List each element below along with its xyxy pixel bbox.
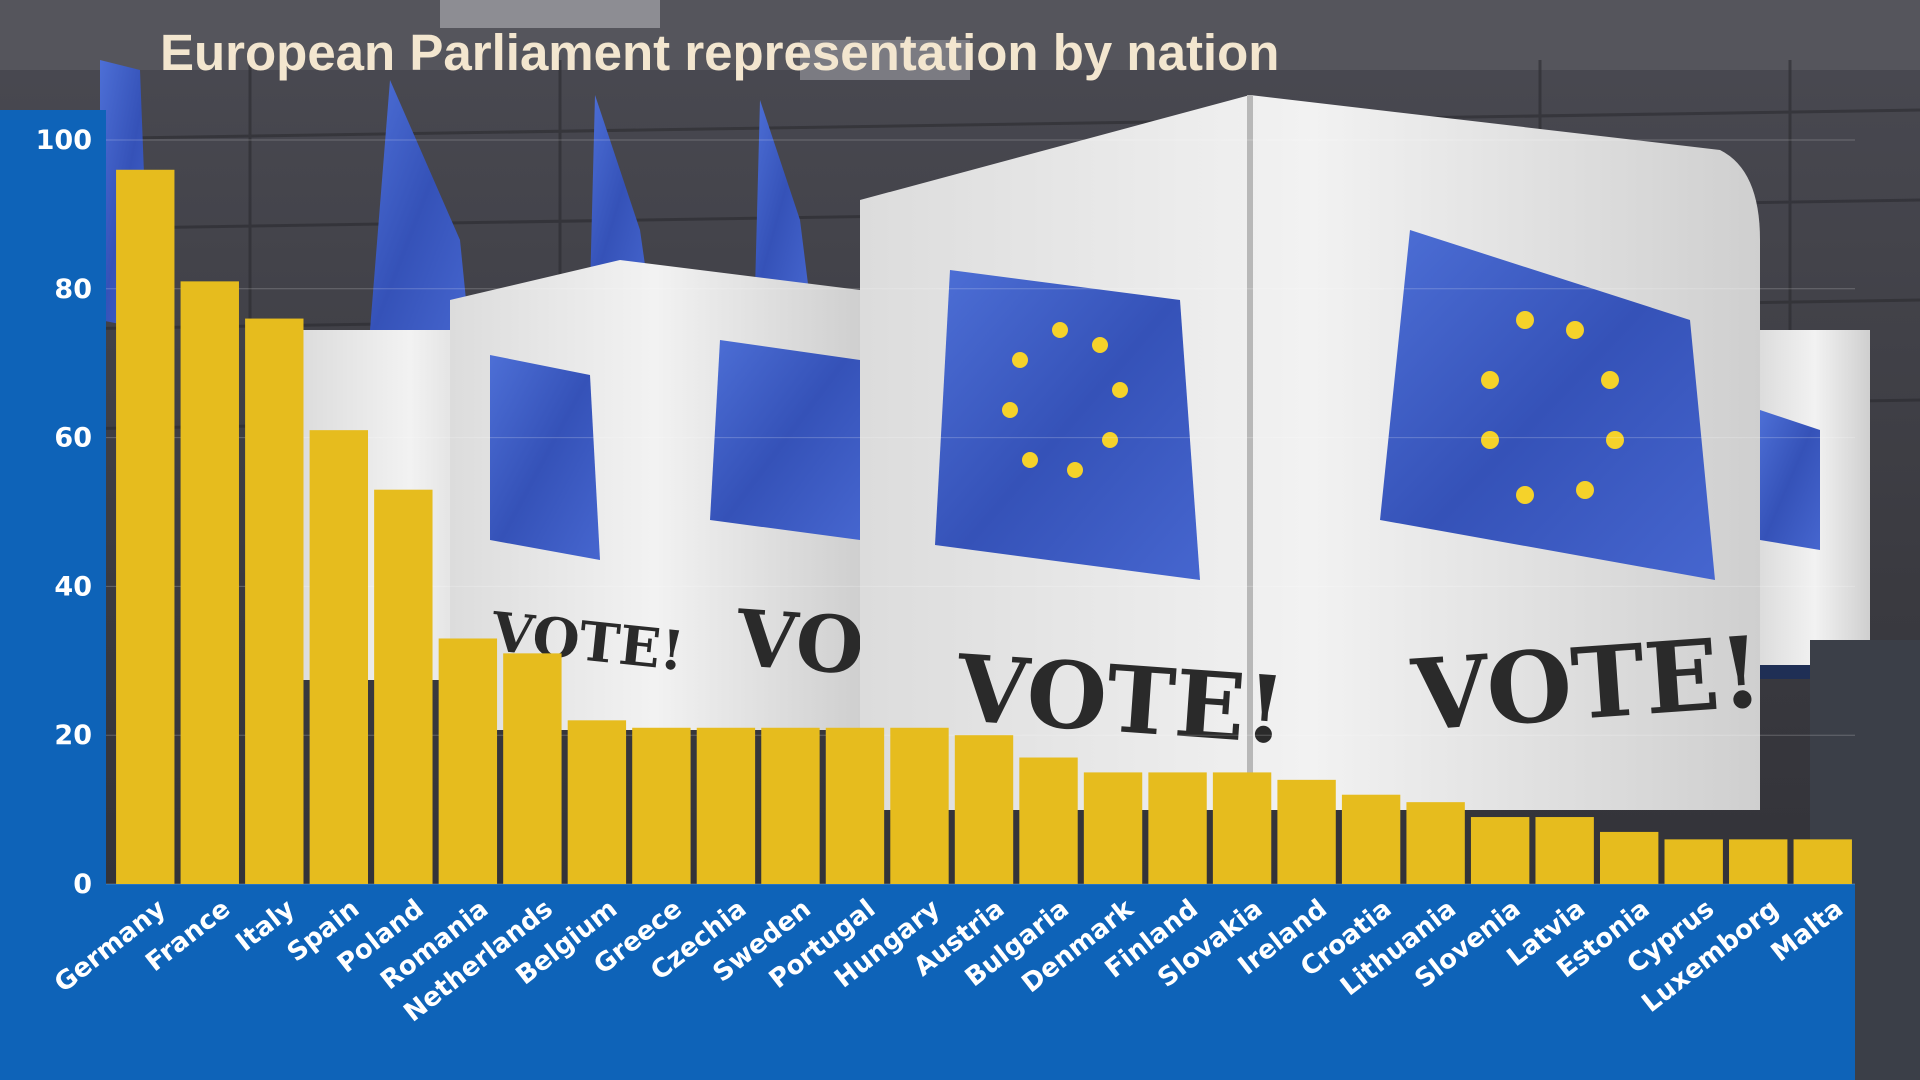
bar-czechia <box>696 727 756 884</box>
bars <box>116 169 1852 884</box>
x-axis-panel <box>106 884 1855 1080</box>
svg-text:VOTE!: VOTE! <box>1408 615 1766 754</box>
bar-estonia <box>1599 831 1659 884</box>
bar-austria <box>954 735 1014 884</box>
y-tick-label: 0 <box>73 869 92 900</box>
y-tick-label: 40 <box>54 571 92 602</box>
bar-france <box>180 281 239 884</box>
bar-romania <box>438 638 498 884</box>
eu-stars <box>1002 311 1624 504</box>
bar-slovakia <box>1212 772 1272 884</box>
bar-spain <box>309 430 369 884</box>
chart-title: European Parliament representation by na… <box>160 24 1279 81</box>
y-tick-label: 60 <box>54 423 92 454</box>
y-axis-panel <box>0 110 106 1080</box>
y-tick-label: 20 <box>54 720 92 751</box>
bar-latvia <box>1535 817 1594 884</box>
bar-croatia <box>1341 794 1401 884</box>
bar-italy <box>245 318 304 884</box>
bar-lithuania <box>1406 802 1465 884</box>
bar-hungary <box>890 727 949 884</box>
bar-finland <box>1148 772 1207 884</box>
bar-portugal <box>825 727 885 884</box>
bar-netherlands <box>503 653 562 884</box>
bar-cyprus <box>1664 839 1723 884</box>
bar-slovenia <box>1470 817 1530 884</box>
bar-poland <box>374 489 433 884</box>
y-axis-ticks: 0 20 40 60 80 100 <box>36 125 92 900</box>
bar-malta <box>1793 839 1852 884</box>
bar-ireland <box>1277 779 1336 884</box>
bar-greece <box>632 727 691 884</box>
y-tick-label: 100 <box>36 125 92 156</box>
bar-sweden <box>761 727 820 884</box>
bar-belgium <box>567 720 627 884</box>
bar-germany <box>116 169 175 884</box>
bar-denmark <box>1083 772 1143 884</box>
y-tick-label: 80 <box>54 274 92 305</box>
bar-bulgaria <box>1019 757 1078 884</box>
bar-luxemborg <box>1729 839 1788 884</box>
